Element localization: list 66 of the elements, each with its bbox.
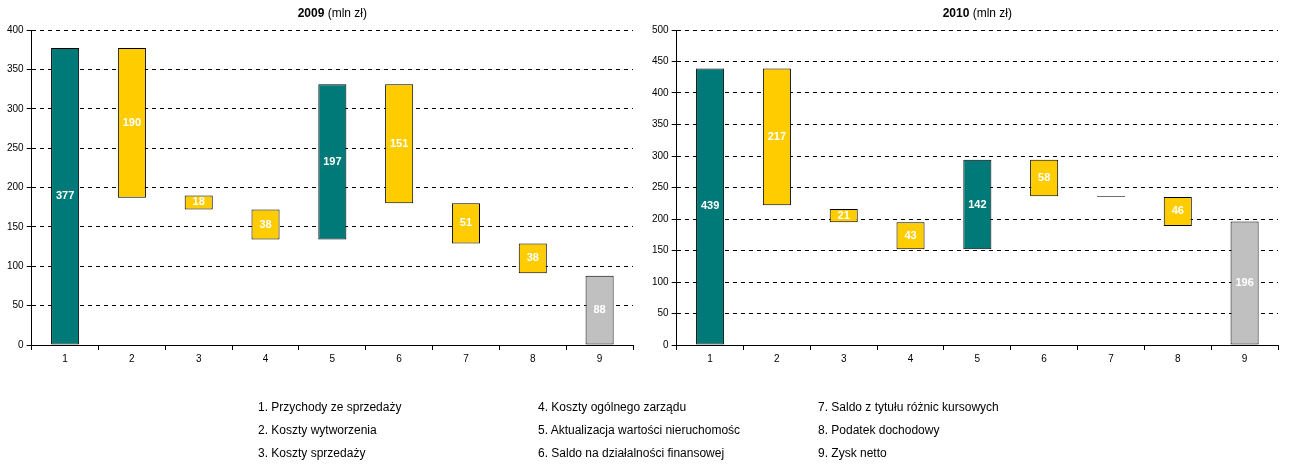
- text: 1. Przychody ze sprzedaży: [258, 400, 403, 416]
- x-tick-label: 6: [1041, 352, 1048, 364]
- text: 7. Saldo z tytułu różnic kursowych: [818, 400, 1000, 416]
- y-tick-label: 150: [652, 244, 670, 256]
- x-tick-label: 5: [329, 352, 336, 364]
- y-tick-label: 350: [652, 118, 670, 130]
- x-tick-label: 3: [840, 352, 847, 364]
- data-label: 377: [55, 189, 75, 202]
- x-tick-label: 8: [1175, 352, 1181, 364]
- x-tick-label: 2: [774, 352, 781, 364]
- data-label: 190: [122, 115, 142, 128]
- y-tick-label: 0: [18, 338, 25, 350]
- x-tick-label: 5: [974, 352, 981, 364]
- y-tick-label: 0: [663, 338, 670, 350]
- x-tick-label: 8: [530, 352, 536, 364]
- text: 8. Podatek dochodowy: [818, 423, 941, 439]
- data-label: 197: [323, 154, 342, 167]
- y-tick-label: 200: [7, 181, 25, 193]
- x-tick-label: 9: [596, 352, 603, 364]
- x-tick-label: 6: [396, 352, 403, 364]
- text: 2. Koszty wytworzenia: [258, 423, 378, 439]
- data-label: 46: [1171, 204, 1184, 217]
- y-tick-label: 200: [652, 212, 670, 224]
- data-label: 58: [1038, 171, 1051, 184]
- x-tick-label: 2: [129, 352, 136, 364]
- y-tick-label: 400: [652, 86, 670, 98]
- text: 4. Koszty ogólnego zarządu: [538, 400, 688, 416]
- x-tick-label: 7: [463, 352, 470, 364]
- text: 9. Zysk netto: [818, 446, 888, 462]
- y-tick-label: 300: [652, 149, 670, 161]
- y-tick-label: 400: [7, 23, 25, 35]
- y-tick-label: 50: [12, 299, 25, 311]
- y-tick-label: 500: [652, 23, 670, 35]
- x-tick-label: 7: [1108, 352, 1115, 364]
- y-tick-label: 450: [652, 55, 670, 67]
- y-tick-label: 350: [7, 63, 25, 75]
- data-label: 151: [389, 136, 409, 149]
- y-tick-label: 150: [7, 220, 25, 232]
- data-label: 21: [837, 208, 850, 221]
- data-label: 439: [700, 199, 720, 212]
- data-label: 18: [192, 195, 205, 208]
- chart-title: 2009 (mln zł): [297, 6, 368, 21]
- data-label: 142: [968, 197, 987, 210]
- x-tick-label: 1: [707, 352, 714, 364]
- x-tick-label: 1: [62, 352, 69, 364]
- text: 5. Aktualizacja wartości nieruchomośc: [538, 423, 742, 439]
- x-tick-label: 3: [195, 352, 202, 364]
- y-tick-label: 50: [657, 307, 670, 319]
- data-label: 88: [593, 303, 606, 316]
- data-label: 38: [526, 251, 539, 264]
- data-label: 43: [904, 228, 917, 241]
- y-tick-label: 250: [7, 141, 25, 153]
- y-tick-label: 100: [7, 260, 25, 271]
- data-label: 196: [1235, 276, 1254, 289]
- data-label: 51: [459, 216, 473, 229]
- data-label: 38: [259, 217, 272, 230]
- text: 6. Saldo na działalności finansowej: [538, 446, 726, 462]
- x-tick-label: 9: [1241, 352, 1248, 364]
- x-tick-label: 4: [907, 352, 914, 364]
- y-tick-label: 300: [7, 102, 25, 114]
- y-tick-label: 100: [652, 275, 670, 287]
- y-tick-label: 250: [652, 181, 670, 193]
- chart-title: 2010 (mln zł): [942, 6, 1013, 21]
- text: 3. Koszty sprzedaży: [258, 446, 367, 462]
- data-label: 217: [767, 129, 787, 142]
- x-tick-label: 4: [262, 352, 269, 364]
